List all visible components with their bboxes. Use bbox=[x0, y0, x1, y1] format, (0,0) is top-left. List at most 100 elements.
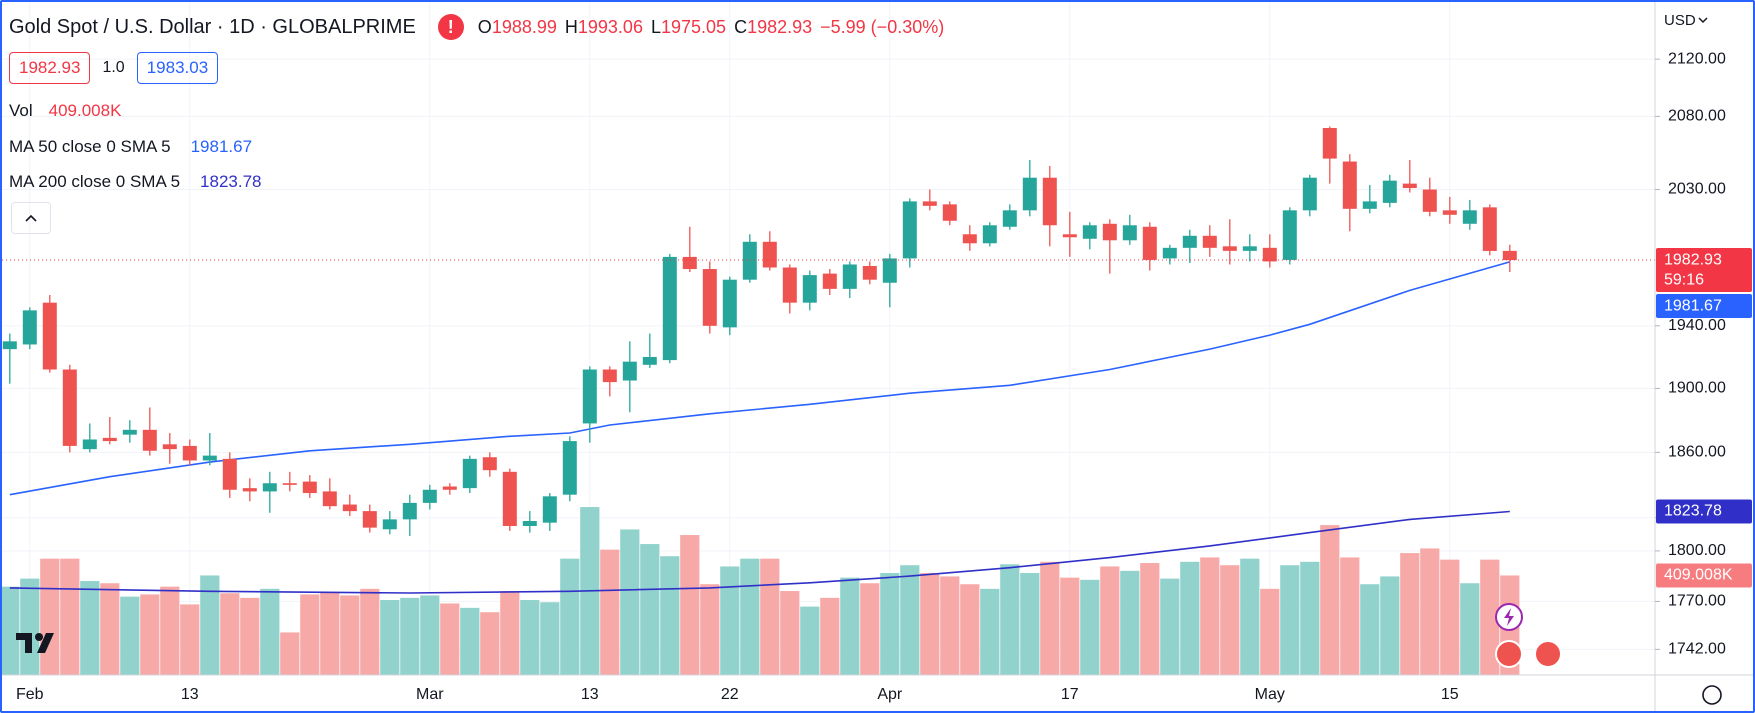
candle-body bbox=[702, 269, 717, 326]
candle-body bbox=[1102, 223, 1117, 241]
x-tick-label: Mar bbox=[416, 686, 444, 703]
candle-body bbox=[322, 491, 337, 507]
volume-bar bbox=[860, 583, 880, 675]
candle-body bbox=[782, 267, 797, 303]
candle-body bbox=[902, 201, 917, 259]
candle-body bbox=[362, 511, 377, 528]
volume-bar bbox=[1420, 548, 1440, 675]
volume-bar bbox=[1480, 559, 1500, 675]
x-tick-label: 17 bbox=[1061, 686, 1079, 703]
volume-bar bbox=[1060, 577, 1080, 675]
volume-bar bbox=[1240, 558, 1260, 675]
legend-name: MA 200 close 0 SMA 5 bbox=[9, 172, 181, 191]
ohlc-low: L1975.05 bbox=[651, 17, 726, 38]
x-tick-label: 22 bbox=[721, 686, 739, 703]
volume-bar bbox=[960, 584, 980, 675]
candle-body bbox=[1422, 189, 1437, 212]
ohlc-label: L bbox=[650, 16, 661, 37]
volume-bar bbox=[1220, 565, 1240, 675]
ma-layer bbox=[9, 261, 1511, 594]
candle-body bbox=[1062, 234, 1077, 238]
candles-layer bbox=[2, 126, 1655, 536]
volume-bar bbox=[980, 588, 1000, 675]
candle-body bbox=[1142, 226, 1157, 260]
y-tick-label: 1860.00 bbox=[1668, 444, 1726, 461]
event-flag[interactable] bbox=[1495, 640, 1523, 668]
trade-row: 1982.93 1.0 1983.03 bbox=[9, 52, 219, 84]
lot-size[interactable]: 1.0 bbox=[102, 59, 125, 76]
volume-bar bbox=[940, 576, 960, 675]
y-tick-label: 1770.00 bbox=[1668, 593, 1726, 610]
y-tick-label: 2030.00 bbox=[1668, 181, 1726, 198]
candle-body bbox=[1262, 247, 1277, 262]
volume-bar bbox=[1380, 576, 1400, 675]
volume-bar bbox=[840, 577, 860, 675]
volume-bar bbox=[80, 581, 100, 675]
legend-name: Vol bbox=[9, 101, 33, 120]
ohlc-open: O1988.99 bbox=[478, 17, 557, 38]
chevron bbox=[25, 214, 37, 222]
candle-body bbox=[462, 458, 477, 489]
sell-button[interactable]: 1982.93 bbox=[9, 52, 91, 84]
event-icons[interactable] bbox=[1495, 603, 1722, 705]
event-flag[interactable] bbox=[1534, 640, 1562, 668]
volume-bar bbox=[1020, 573, 1040, 675]
y-tick-label: 1800.00 bbox=[1668, 542, 1726, 559]
candle-body bbox=[82, 439, 97, 450]
candle-body bbox=[142, 429, 157, 451]
candle-body bbox=[202, 455, 217, 461]
volume-bar bbox=[1280, 565, 1300, 675]
volume-bar bbox=[100, 583, 120, 675]
volume-bar bbox=[140, 594, 160, 675]
x-tick-label: 13 bbox=[181, 686, 199, 703]
candle-body bbox=[582, 369, 597, 424]
candle-body bbox=[302, 481, 317, 494]
volume-bar bbox=[1180, 561, 1200, 675]
currency-chevron[interactable] bbox=[1698, 17, 1708, 24]
volume-bar bbox=[1040, 561, 1060, 675]
candle-body bbox=[222, 458, 237, 490]
currency-label[interactable]: USD bbox=[1664, 12, 1696, 29]
ma200-legend: MA 200 close 0 SMA 5 1823.78 bbox=[9, 167, 262, 197]
volume-bar bbox=[360, 588, 380, 675]
volume-bar bbox=[620, 529, 640, 675]
x-tick-label: Apr bbox=[877, 686, 903, 703]
volume-bar bbox=[1140, 563, 1160, 675]
candle-body bbox=[1482, 207, 1497, 251]
volume-bar bbox=[1460, 583, 1480, 675]
ma50-legend: MA 50 close 0 SMA 5 1981.67 bbox=[9, 132, 252, 162]
buy-button[interactable]: 1983.03 bbox=[136, 52, 219, 84]
warning-icon[interactable]: ! bbox=[437, 14, 464, 40]
candle-body bbox=[1362, 201, 1377, 209]
volume-bar bbox=[1160, 578, 1180, 675]
candle-body bbox=[1122, 225, 1137, 241]
volume-bar bbox=[20, 578, 40, 675]
settings-icon[interactable] bbox=[1702, 685, 1722, 705]
y-tick-label: 1900.00 bbox=[1668, 380, 1726, 397]
candle-body bbox=[662, 256, 677, 361]
volume-bar bbox=[780, 591, 800, 675]
symbol-title: Gold Spot / U.S. Dollar · 1D · GLOBALPRI… bbox=[9, 15, 416, 38]
collapse-button[interactable] bbox=[11, 202, 51, 234]
candle-body bbox=[762, 241, 777, 268]
volume-bar bbox=[260, 588, 280, 675]
candle-body bbox=[482, 457, 497, 471]
volume-bar bbox=[1120, 570, 1140, 675]
candle-body bbox=[1322, 127, 1337, 159]
volume-bar bbox=[220, 593, 240, 675]
volume-bar bbox=[40, 558, 60, 675]
ohlc-close: C1982.93 bbox=[734, 17, 812, 38]
volume-bar bbox=[1340, 557, 1360, 675]
candle-body bbox=[982, 225, 997, 244]
volume-legend: Vol 409.008K bbox=[9, 96, 121, 126]
legend-value: 1981.67 bbox=[190, 137, 253, 156]
volume-bar bbox=[800, 606, 820, 675]
candle-body bbox=[962, 234, 977, 244]
ma-box-label: 1823.78 bbox=[1664, 503, 1722, 520]
candle-body bbox=[622, 361, 637, 381]
event-bolt bbox=[1504, 608, 1514, 626]
header-row: Gold Spot / U.S. Dollar · 1D · GLOBALPRI… bbox=[9, 14, 952, 40]
candle-body bbox=[802, 275, 817, 303]
volume-bar bbox=[60, 558, 80, 675]
